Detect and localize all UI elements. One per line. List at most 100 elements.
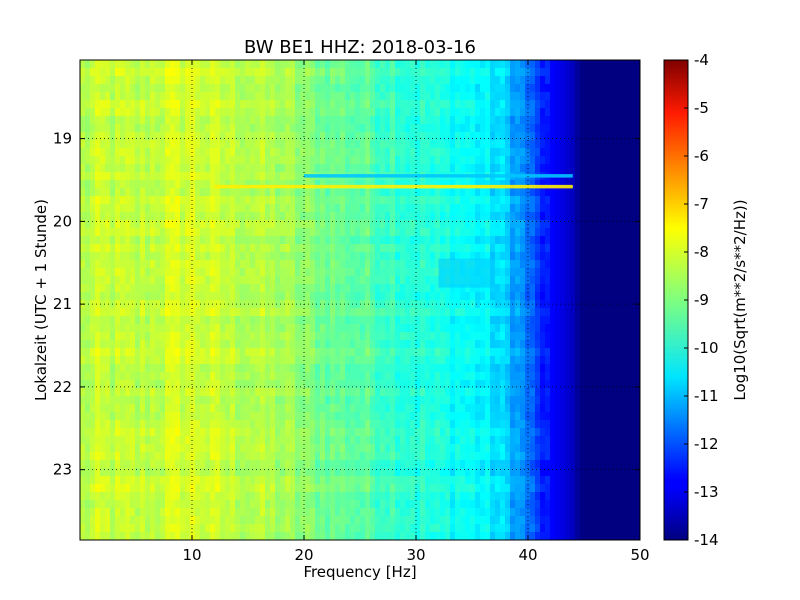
heatmap-cell xyxy=(135,204,141,213)
heatmap-cell xyxy=(375,92,381,101)
heatmap-cell xyxy=(155,140,161,149)
heatmap-cell xyxy=(280,204,286,213)
heatmap-cell xyxy=(335,212,341,221)
heatmap-cell xyxy=(485,100,491,109)
heatmap-cell xyxy=(180,404,186,413)
heatmap-cell xyxy=(615,228,621,237)
heatmap-cell xyxy=(550,388,556,397)
heatmap-cell xyxy=(510,396,516,405)
heatmap-cell xyxy=(335,188,341,197)
heatmap-cell xyxy=(390,92,396,101)
heatmap-cell xyxy=(535,196,541,205)
heatmap-cell xyxy=(225,60,231,69)
heatmap-cell xyxy=(190,276,196,285)
heatmap-cell xyxy=(135,380,141,389)
heatmap-cell xyxy=(130,364,136,373)
heatmap-cell xyxy=(460,388,466,397)
heatmap-cell xyxy=(340,68,346,77)
heatmap-cell xyxy=(140,204,146,213)
heatmap-cell xyxy=(215,316,221,325)
heatmap-cell xyxy=(580,132,586,141)
heatmap-cell xyxy=(285,132,291,141)
heatmap-cell xyxy=(600,332,606,341)
heatmap-cell xyxy=(475,284,481,293)
heatmap-cell xyxy=(365,332,371,341)
heatmap-cell xyxy=(80,132,86,141)
heatmap-cell xyxy=(425,140,431,149)
heatmap-cell xyxy=(450,156,456,165)
heatmap-cell xyxy=(85,356,91,365)
heatmap-cell xyxy=(170,164,176,173)
heatmap-cell xyxy=(440,244,446,253)
heatmap-cell xyxy=(330,180,336,189)
heatmap-cell xyxy=(550,252,556,261)
heatmap-cell xyxy=(520,324,526,333)
heatmap-cell xyxy=(220,164,226,173)
heatmap-cell xyxy=(610,284,616,293)
heatmap-cell xyxy=(345,268,351,277)
heatmap-cell xyxy=(185,132,191,141)
heatmap-cell xyxy=(485,332,491,341)
heatmap-cell xyxy=(570,268,576,277)
heatmap-cell xyxy=(385,372,391,381)
heatmap-cell xyxy=(580,252,586,261)
heatmap-cell xyxy=(105,140,111,149)
heatmap-cell xyxy=(605,68,611,77)
heatmap-cell xyxy=(585,292,591,301)
heatmap-cell xyxy=(465,356,471,365)
heatmap-cell xyxy=(210,60,216,69)
heatmap-cell xyxy=(105,156,111,165)
heatmap-cell xyxy=(295,124,301,133)
heatmap-cell xyxy=(600,180,606,189)
heatmap-cell xyxy=(105,188,111,197)
heatmap-cell xyxy=(465,388,471,397)
heatmap-cell xyxy=(495,324,501,333)
heatmap-cell xyxy=(445,228,451,237)
heatmap-cell xyxy=(435,364,441,373)
heatmap-cell xyxy=(560,60,566,69)
heatmap-cell xyxy=(625,260,631,269)
heatmap-cell xyxy=(510,332,516,341)
heatmap-cell xyxy=(630,132,636,141)
heatmap-cell xyxy=(280,172,286,181)
heatmap-cell xyxy=(475,404,481,413)
heatmap-cell xyxy=(210,228,216,237)
heatmap-cell xyxy=(230,380,236,389)
heatmap-cell xyxy=(555,76,561,85)
heatmap-cell xyxy=(225,92,231,101)
heatmap-cell xyxy=(425,156,431,165)
heatmap-cell xyxy=(350,364,356,373)
heatmap-cell xyxy=(485,300,491,309)
heatmap-cell xyxy=(615,372,621,381)
heatmap-cell xyxy=(390,236,396,245)
heatmap-cell xyxy=(480,188,486,197)
heatmap-cell xyxy=(355,164,361,173)
heatmap-cell xyxy=(410,308,416,317)
heatmap-cell xyxy=(205,204,211,213)
heatmap-cell xyxy=(250,364,256,373)
heatmap-cell xyxy=(225,372,231,381)
heatmap-cell xyxy=(450,124,456,133)
heatmap-cell xyxy=(130,212,136,221)
heatmap-cell xyxy=(285,164,291,173)
heatmap-cell xyxy=(100,180,106,189)
heatmap-cell xyxy=(585,340,591,349)
heatmap-cell xyxy=(470,204,476,213)
heatmap-cell xyxy=(270,132,276,141)
heatmap-cell xyxy=(435,164,441,173)
heatmap-cell xyxy=(435,348,441,357)
heatmap-cell xyxy=(355,84,361,93)
heatmap-cell xyxy=(575,364,581,373)
heatmap-cell xyxy=(285,404,291,413)
heatmap-cell xyxy=(310,316,316,325)
heatmap-cell xyxy=(495,212,501,221)
heatmap-cell xyxy=(295,292,301,301)
heatmap-cell xyxy=(150,396,156,405)
heatmap-cell xyxy=(90,260,96,269)
heatmap-cell xyxy=(350,108,356,117)
heatmap-cell xyxy=(130,340,136,349)
heatmap-cell xyxy=(480,196,486,205)
heatmap-cell xyxy=(635,340,640,349)
heatmap-cell xyxy=(600,100,606,109)
heatmap-cell xyxy=(200,388,206,397)
